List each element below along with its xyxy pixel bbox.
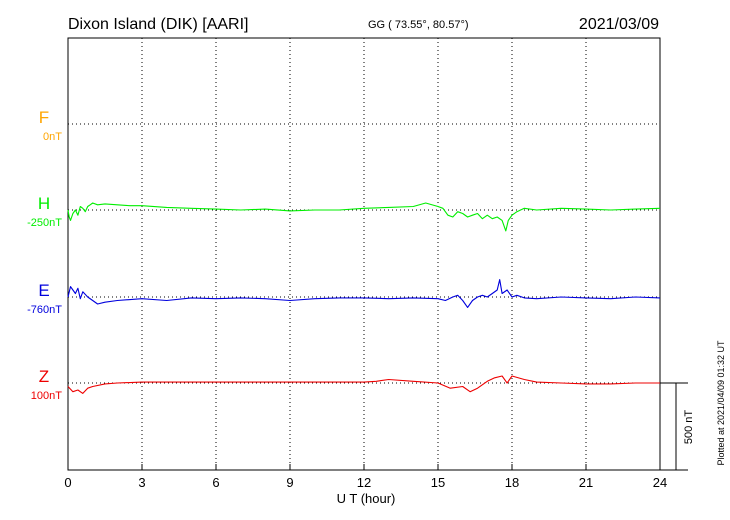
x-tick-label: 24 [653, 475, 667, 490]
x-tick-label: 15 [431, 475, 445, 490]
grid-lines [141, 38, 587, 470]
station-title: Dixon Island (DIK) [AARI] [68, 16, 249, 33]
baseline-lines [68, 123, 660, 384]
series-line-Z [67, 375, 660, 394]
station-coordinates: GG ( 73.55°, 80.57°) [368, 19, 469, 31]
x-tick-label: 18 [505, 475, 519, 490]
series-traces [67, 202, 661, 394]
series-line-E [67, 279, 661, 308]
x-tick-label: 0 [64, 475, 71, 490]
series-labels: F 0nT H -250nT E -760nT Z 100nT [27, 108, 62, 402]
series-name-F: F [39, 108, 49, 127]
x-tick-label: 21 [579, 475, 593, 490]
series-name-Z: Z [39, 367, 49, 386]
scale-bar-label: 500 nT [683, 410, 695, 445]
plot-date: 2021/03/09 [579, 16, 659, 33]
series-name-H: H [38, 194, 50, 213]
x-axis-label: U T (hour) [337, 491, 396, 506]
series-offset-H: -250nT [27, 217, 62, 229]
scale-bar: 500 nT [660, 382, 695, 471]
x-axis-ticks: 0 3 6 9 12 15 18 21 24 [64, 464, 667, 490]
x-tick-label: 3 [138, 475, 145, 490]
x-tick-label: 12 [357, 475, 371, 490]
series-offset-Z: 100nT [31, 390, 62, 402]
series-line-H [67, 202, 661, 232]
series-offset-F: 0nT [43, 131, 62, 143]
x-tick-label: 9 [286, 475, 293, 490]
x-tick-label: 6 [212, 475, 219, 490]
series-name-E: E [38, 281, 49, 300]
series-offset-E: -760nT [27, 304, 62, 316]
plotted-timestamp: Plotted at 2021/04/09 01:32 UT [716, 340, 726, 466]
